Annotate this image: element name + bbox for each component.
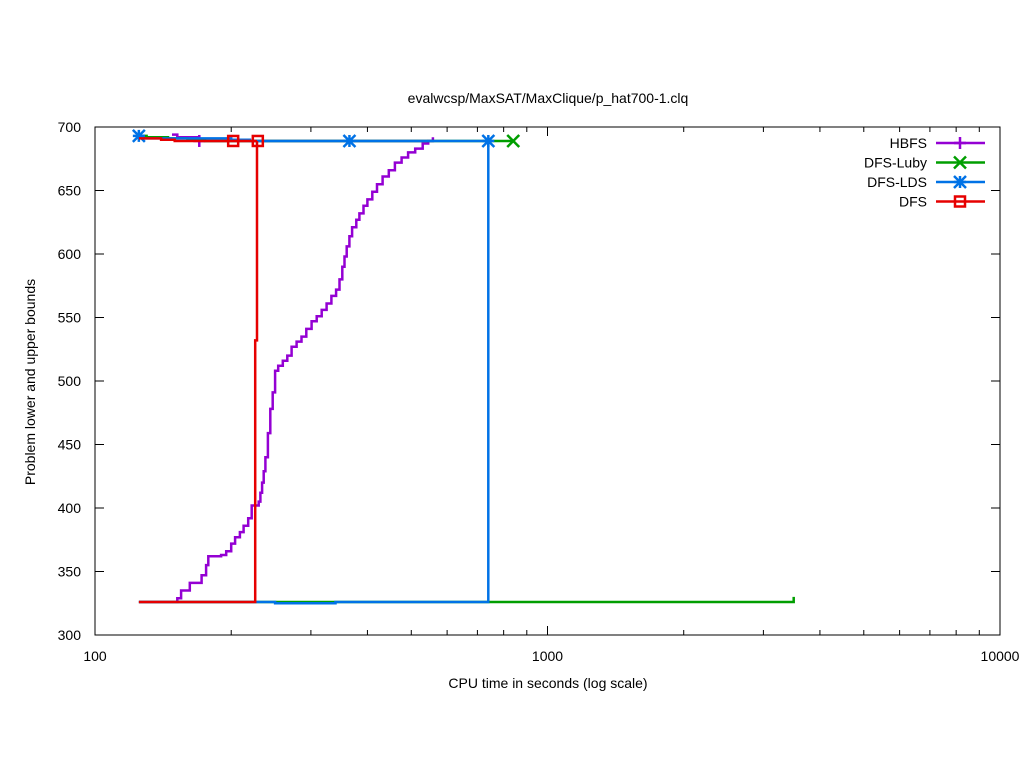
- plot-frame-group: [94, 126, 1001, 636]
- series-dfs-lds-point: [131, 129, 146, 143]
- legend-label: DFS-Luby: [864, 155, 927, 171]
- series-dfs-upper-line: [138, 137, 257, 143]
- x-tick-label: 100: [83, 648, 107, 664]
- series-hbfs: [138, 133, 435, 604]
- legend-marker: [953, 195, 967, 208]
- x-tick-label: 1000: [532, 648, 563, 664]
- y-tick-label: 550: [58, 310, 82, 326]
- series-dfs-lds-lower-line: [138, 141, 490, 605]
- y-tick-label: 700: [58, 119, 82, 135]
- legend-item-dfs-luby: DFS-Luby: [864, 155, 985, 171]
- y-axis-label: Problem lower and upper bounds: [22, 279, 38, 485]
- y-axis-ticks: 300 350 400 450 500 550 600 650 700: [58, 119, 1000, 643]
- legend-label: DFS-LDS: [867, 174, 927, 190]
- x-axis-ticks: 100 1000 10000: [83, 127, 1020, 664]
- series-dfs-point: [251, 134, 265, 148]
- legend-marker: [954, 137, 966, 149]
- series-dfs-lower-line: [138, 141, 259, 604]
- legend-marker: [953, 175, 967, 189]
- series-hbfs-lower-line: [138, 137, 435, 604]
- plot-frame: [94, 126, 1001, 636]
- legend: HBFS DFS-Luby DFS-LDS DFS: [864, 135, 985, 210]
- y-tick-label: 400: [58, 500, 82, 516]
- series-dfs-point: [226, 134, 240, 148]
- series-dfs: [138, 134, 265, 604]
- series-dfs-luby: [138, 134, 795, 604]
- series-dfs-luby-point: [506, 134, 521, 148]
- series-group: [131, 129, 795, 605]
- y-tick-label: 450: [58, 437, 82, 453]
- legend-item-dfs: DFS: [899, 194, 985, 210]
- legend-marker: [953, 155, 967, 170]
- legend-item-dfs-lds: DFS-LDS: [867, 174, 985, 190]
- y-tick-label: 350: [58, 564, 82, 580]
- legend-item-hbfs: HBFS: [890, 135, 985, 151]
- series-dfs-lds-point: [481, 134, 496, 148]
- legend-label: HBFS: [890, 135, 927, 151]
- y-tick-label: 600: [58, 246, 82, 262]
- x-axis-label: CPU time in seconds (log scale): [448, 675, 647, 691]
- legend-label: DFS: [899, 194, 927, 210]
- y-tick-label: 300: [58, 627, 82, 643]
- y-tick-label: 500: [58, 373, 82, 389]
- y-tick-label: 650: [58, 183, 82, 199]
- chart-title: evalwcsp/MaxSAT/MaxClique/p_hat700-1.clq: [408, 90, 689, 106]
- x-tick-label: 10000: [981, 648, 1020, 664]
- series-dfs-lds-point: [342, 134, 357, 148]
- series-dfs-lds: [131, 129, 496, 605]
